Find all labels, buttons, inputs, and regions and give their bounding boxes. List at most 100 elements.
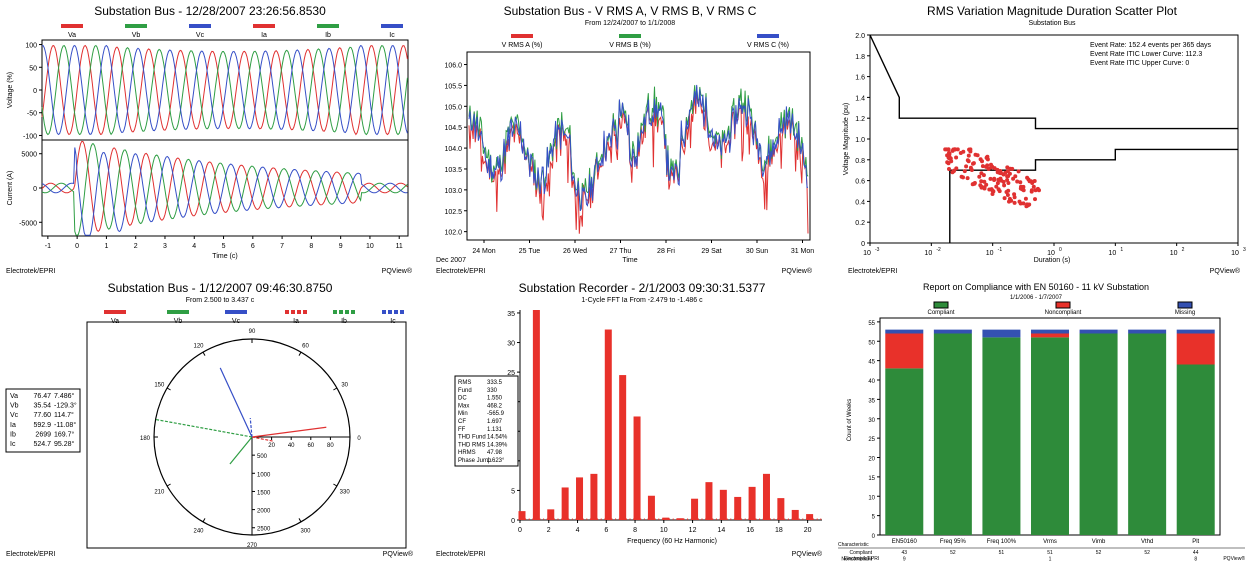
voltage-tick-label: 0 — [33, 88, 37, 95]
category-label: Freq 100% — [987, 539, 1017, 545]
x-tick-exponent: -1 — [998, 247, 1003, 253]
chart-title: Substation Bus - V RMS A, V RMS B, V RMS… — [504, 4, 757, 18]
scatter-point — [947, 151, 952, 156]
stat-value: -565.9 — [487, 411, 505, 417]
table-row-label: Noncompliant — [841, 557, 872, 561]
category-label: Vrms — [1043, 539, 1057, 545]
scatter-point — [968, 165, 973, 170]
chart-subtitle: 1-Cycle FFT Ia From -2.479 to -1.486 c — [581, 297, 703, 304]
fft-bar — [647, 495, 655, 520]
angle-tick — [298, 351, 302, 356]
chart-subtitle: Substation Bus — [1028, 20, 1076, 27]
legend-vc-swatch — [225, 310, 247, 314]
footer-right: PQView® — [383, 550, 414, 558]
stat-name: Min — [458, 411, 468, 417]
chart-title: Substation Recorder - 2/1/2003 09:30:31.… — [519, 281, 766, 295]
x-tick-label: 8 — [633, 527, 637, 534]
stacked-bar-noncompliant — [885, 333, 924, 369]
scatter-point — [995, 181, 1000, 186]
legend-ia-swatch-seg — [291, 310, 295, 314]
voltage-trace — [41, 44, 408, 136]
scatter-point — [954, 166, 959, 171]
legend-ib-swatch-seg — [339, 310, 343, 314]
table-cell: 52 — [1144, 550, 1150, 556]
x-tick-label: 10 — [986, 250, 994, 257]
stacked-bar-missing — [1176, 329, 1215, 334]
scatter-point — [995, 167, 1000, 172]
x-tick-label: 20 — [804, 527, 812, 534]
stacked-bar-compliant — [1079, 333, 1118, 535]
scatter-point — [989, 187, 994, 192]
x-tick-label: 0 — [75, 243, 79, 250]
phasor-angle: 114.7° — [54, 411, 74, 419]
phasor-angle: -11.08° — [54, 421, 76, 429]
y-tick-label: 30 — [507, 341, 515, 348]
y-tick-label: 0.2 — [855, 220, 865, 227]
stat-name: RMS — [458, 380, 471, 386]
stat-value: 14.54% — [487, 435, 508, 441]
itic-lower-curve — [949, 148, 1238, 243]
x-tick-label: -1 — [45, 243, 51, 250]
y-tick-label: 55 — [868, 321, 875, 327]
scatter-point — [953, 147, 957, 152]
legend-va-label: Va — [68, 32, 76, 39]
phasor-value-table — [5, 388, 81, 453]
legend-compliant-label: Compliant — [927, 310, 954, 316]
y-tick-label: 25 — [868, 437, 875, 443]
x-tick-exponent: 0 — [1059, 247, 1062, 253]
fft-bar — [791, 509, 799, 520]
magnitude-label: 500 — [257, 454, 268, 460]
voltage-tick-label: 100 — [25, 43, 37, 50]
stat-name: THD RMS — [458, 442, 485, 448]
x-tick-label: 2 — [547, 527, 551, 534]
y-tick-label: 35 — [507, 311, 515, 318]
table-row-label: Compliant — [849, 550, 872, 556]
stacked-bar-missing — [933, 329, 972, 334]
angle-label: 300 — [300, 529, 311, 535]
x-tick-label: 10 — [660, 527, 668, 534]
stat-name: THD Fund — [458, 435, 486, 441]
legend-ic-label: Ic — [389, 32, 395, 39]
y-tick-label: 1.0 — [855, 137, 865, 144]
x-tick-label: 4 — [192, 243, 196, 250]
legend-missing-swatch — [1177, 301, 1193, 309]
phasor-frame — [86, 321, 407, 549]
scatter-point — [985, 154, 990, 159]
scatter-point — [1012, 200, 1017, 205]
scatter-point — [1021, 201, 1026, 206]
fft-bar — [619, 375, 627, 520]
scatter-point — [980, 164, 985, 169]
ib-phasor — [155, 418, 253, 438]
stacked-bar-noncompliant — [1031, 333, 1069, 338]
phasor-name: Va — [10, 393, 18, 400]
x-tick-label: 14 — [717, 527, 725, 534]
fft-bar — [762, 473, 770, 520]
x-tick-label: 31 Mon — [791, 248, 814, 255]
legend-ib-label: Ib — [325, 32, 331, 39]
legend-vb-swatch — [125, 24, 147, 28]
scatter-point — [965, 176, 970, 181]
legend-ic-swatch — [381, 24, 403, 28]
x-tick-label: 6 — [251, 243, 255, 250]
table-cell: 1 — [1049, 557, 1052, 561]
y-tick-label: 30 — [868, 418, 875, 424]
scatter-point — [978, 183, 983, 188]
category-label: Vthd — [1141, 539, 1153, 545]
chart-subtitle: From 2.500 to 3.437 c — [186, 297, 255, 304]
scatter-point — [954, 155, 959, 160]
footer-right: PQView® — [382, 267, 413, 275]
category-label: Vimb — [1092, 539, 1106, 545]
phasor-name: Ib — [10, 431, 16, 438]
legend-va-swatch — [61, 24, 83, 28]
legend-ic-swatch-seg — [382, 310, 386, 314]
phasor-angle: 7.486° — [54, 392, 75, 400]
legend-series-label: V RMS A (%) — [502, 42, 543, 49]
scatter-point — [1005, 165, 1010, 170]
y-tick-label: 0 — [872, 534, 876, 540]
y-tick-label: 0.4 — [855, 199, 865, 206]
x-tick-label: 18 — [775, 527, 783, 534]
phasor-name: Vb — [10, 403, 19, 410]
vb-phasor — [229, 436, 253, 465]
x-sub-label: Dec 2007 — [436, 257, 466, 264]
category-label: Freq 95% — [940, 539, 967, 545]
